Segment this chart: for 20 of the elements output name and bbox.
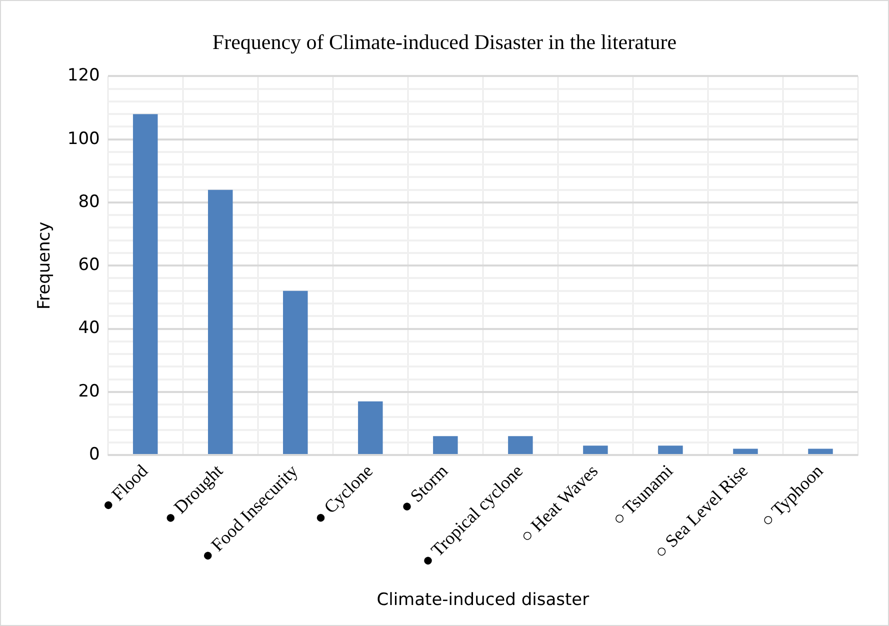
bar [733,448,758,454]
y-tick-label: 0 [89,444,100,464]
bar [433,436,458,454]
bar [808,448,833,454]
x-axis-title: Climate-induced disaster [376,590,590,610]
y-tick-label: 80 [78,192,100,212]
bar [658,446,683,454]
bar [583,446,608,454]
bar [208,190,233,454]
y-tick-label: 40 [78,318,100,338]
y-tick-label: 60 [78,255,100,276]
bar [508,436,533,454]
bar [132,114,158,454]
y-axis-title: Frequency [34,222,55,310]
y-tick-label: 20 [78,381,100,402]
bar [283,290,308,454]
y-tick-label: 120 [67,66,100,86]
bar [358,401,383,454]
y-tick-label: 100 [67,128,100,149]
chart-title: Frequency of Climate-induced Disaster in the literature [212,30,677,54]
